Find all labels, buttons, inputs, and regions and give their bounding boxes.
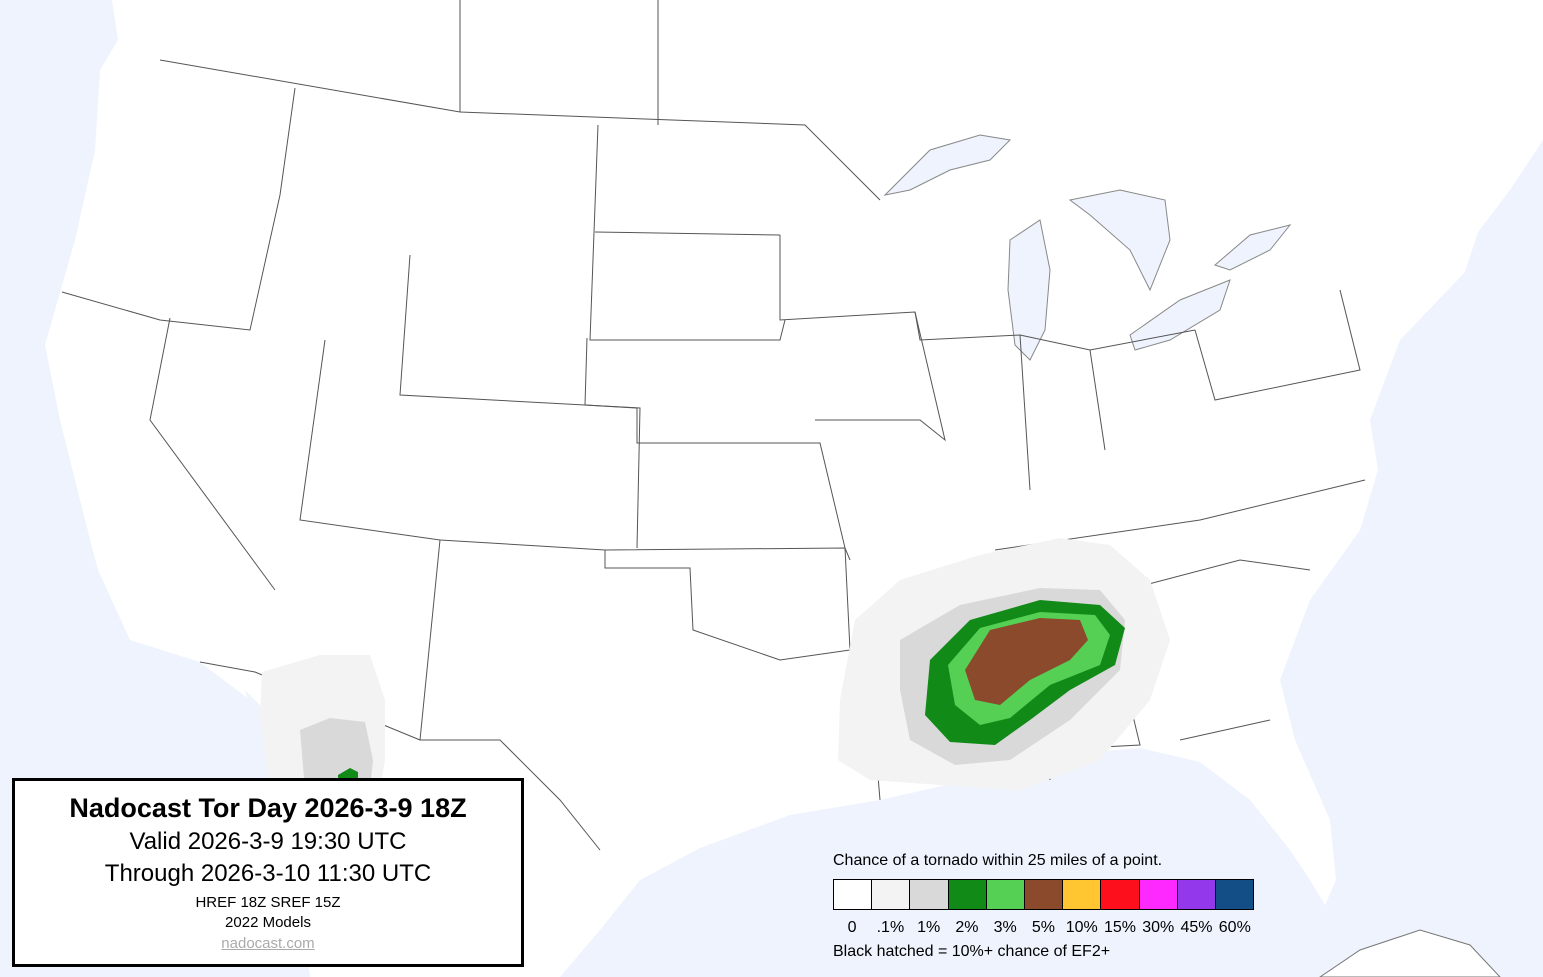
legend-swatch (1063, 880, 1102, 909)
legend-label: .1% (876, 919, 905, 936)
map-title: Nadocast Tor Day 2026-3-9 18Z (69, 793, 467, 823)
legend-swatch (1139, 880, 1178, 909)
legend-swatch (1101, 880, 1140, 909)
legend-label: 0 (847, 919, 857, 936)
great-lakes (883, 134, 1292, 361)
legend-swatch (1177, 880, 1216, 909)
gulf-and-atlantic (560, 140, 1543, 977)
legend-label: 3% (993, 919, 1017, 936)
legend-label: 30% (1142, 919, 1175, 936)
legend-swatch (948, 880, 987, 909)
nadocast-link[interactable]: nadocast.com (221, 935, 315, 952)
legend-label: 10% (1065, 919, 1098, 936)
legend-swatch (1024, 880, 1064, 909)
models-run: HREF 18Z SREF 15Z (195, 894, 341, 911)
cuba (1319, 929, 1501, 977)
legend: Chance of a tornado within 25 miles of a… (833, 852, 1254, 961)
legend-label: 60% (1218, 919, 1251, 936)
contour-5pct-east (965, 618, 1088, 705)
legend-swatch (910, 880, 949, 909)
legend-title: Chance of a tornado within 25 miles of a… (833, 852, 1163, 869)
legend-swatch (1215, 880, 1254, 909)
valid-time: Valid 2026-3-9 19:30 UTC (129, 828, 407, 855)
legend-label: 5% (1031, 919, 1056, 936)
legend-labels: 0 .1% 1% 2% 3% 5% 10% 15% 30% 45% 60% (833, 919, 1254, 937)
title-box: Nadocast Tor Day 2026-3-9 18Z Valid 2026… (12, 778, 524, 967)
legend-label: 15% (1103, 919, 1136, 936)
legend-swatch (834, 880, 873, 909)
legend-swatches (833, 879, 1254, 910)
legend-label: 1% (917, 919, 941, 936)
legend-label: 2% (955, 919, 979, 936)
through-time: Through 2026-3-10 11:30 UTC (104, 860, 432, 887)
legend-swatch (986, 880, 1025, 909)
probability-contours (260, 538, 1170, 790)
models-version: 2022 Models (225, 914, 311, 931)
legend-label: 45% (1180, 919, 1213, 936)
pacific-ocean (0, 0, 310, 977)
legend-note: Black hatched = 10%+ chance of EF2+ (833, 943, 1111, 960)
legend-swatch (872, 880, 911, 909)
